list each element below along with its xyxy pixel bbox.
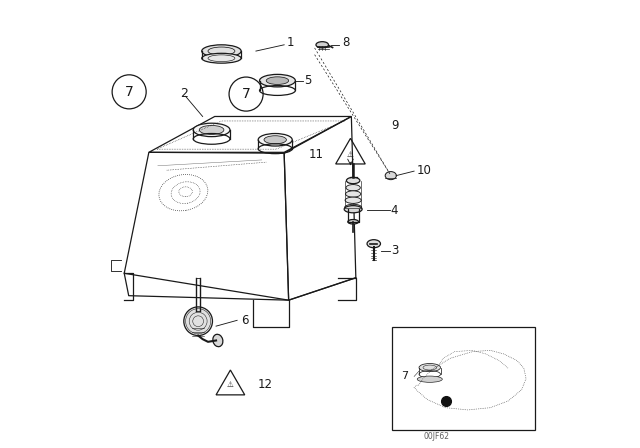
Ellipse shape <box>346 177 360 184</box>
Text: ⚠: ⚠ <box>347 150 353 159</box>
Ellipse shape <box>367 240 380 248</box>
Ellipse shape <box>417 376 442 382</box>
Text: ⚠: ⚠ <box>227 380 234 389</box>
Text: 7: 7 <box>242 87 250 101</box>
Ellipse shape <box>344 206 362 213</box>
Ellipse shape <box>345 197 361 203</box>
Text: 6: 6 <box>241 314 248 327</box>
Text: 4: 4 <box>391 204 398 217</box>
Text: 1: 1 <box>287 35 294 49</box>
Ellipse shape <box>260 74 296 87</box>
Ellipse shape <box>202 45 241 57</box>
Ellipse shape <box>258 134 292 146</box>
Ellipse shape <box>348 220 358 224</box>
Text: 11: 11 <box>308 147 324 161</box>
Ellipse shape <box>385 172 396 180</box>
Text: 7: 7 <box>125 85 134 99</box>
Circle shape <box>184 307 212 336</box>
Text: 00JF62: 00JF62 <box>424 432 449 441</box>
Ellipse shape <box>344 204 362 211</box>
Text: 5: 5 <box>305 74 312 87</box>
Text: 8: 8 <box>342 35 350 49</box>
Ellipse shape <box>419 363 440 371</box>
Ellipse shape <box>346 191 361 197</box>
Ellipse shape <box>264 136 287 144</box>
Text: 10: 10 <box>417 164 431 177</box>
Ellipse shape <box>266 77 289 85</box>
Text: 9: 9 <box>391 119 398 132</box>
Ellipse shape <box>193 123 230 137</box>
Text: 12: 12 <box>257 378 272 391</box>
Ellipse shape <box>346 185 360 191</box>
Text: 7: 7 <box>401 371 409 382</box>
Ellipse shape <box>213 334 223 347</box>
Text: 2: 2 <box>180 86 188 100</box>
Ellipse shape <box>199 125 224 134</box>
Bar <box>392 327 535 430</box>
Text: 3: 3 <box>391 244 398 258</box>
Ellipse shape <box>202 53 241 63</box>
Ellipse shape <box>316 42 328 48</box>
